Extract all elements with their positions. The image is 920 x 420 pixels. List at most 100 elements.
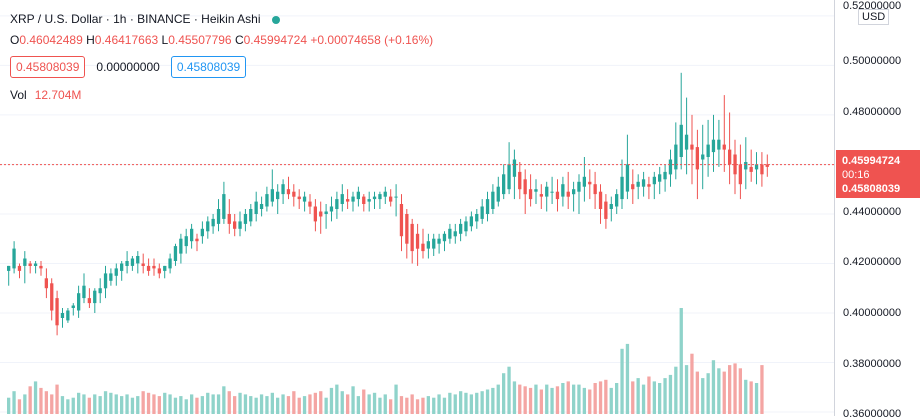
candle <box>190 223 194 249</box>
candle <box>173 243 178 266</box>
candle <box>378 191 382 209</box>
volume-bar <box>749 381 753 414</box>
volume-bar <box>200 396 204 414</box>
volume-bar <box>60 396 65 414</box>
candle <box>200 221 204 244</box>
volume-bar <box>109 392 113 414</box>
price-chart[interactable] <box>0 0 834 416</box>
volume-bar <box>238 392 242 414</box>
candle <box>66 308 70 323</box>
volume-bar <box>114 394 118 414</box>
volume-bar <box>760 365 764 414</box>
candle <box>254 191 258 222</box>
open-label: O <box>10 33 20 47</box>
spread-value: 0.00000000 <box>96 60 160 74</box>
symbol-title[interactable]: XRP / U.S. Dollar · 1h · BINANCE · Heiki… <box>10 12 261 26</box>
volume-bar <box>77 392 81 414</box>
candle <box>647 176 651 200</box>
volume-bar <box>195 397 199 414</box>
candle <box>184 228 188 254</box>
candle <box>690 114 694 185</box>
candle <box>146 258 151 276</box>
volume-bar <box>399 396 404 414</box>
price-tick: 0.48000000 <box>843 106 902 118</box>
volume-bar <box>701 378 705 414</box>
volume-bar <box>480 391 484 414</box>
candle <box>302 191 307 212</box>
volume-bar <box>308 394 312 414</box>
volume-bar <box>528 387 533 414</box>
volume-bar <box>663 378 667 414</box>
price-axis[interactable]: 0.52000000 0.50000000 0.48000000 0.44000… <box>834 0 920 420</box>
volume-bar <box>157 396 161 414</box>
candle <box>593 171 597 209</box>
volume-bar <box>39 387 43 414</box>
open-value: 0.46042489 <box>19 33 83 47</box>
candle <box>652 171 656 200</box>
candle <box>195 233 199 252</box>
volume-bar <box>313 392 317 414</box>
candle <box>534 179 538 204</box>
candle <box>453 223 457 244</box>
volume-bar <box>7 397 11 414</box>
volume-bar <box>281 394 285 414</box>
volume-bar <box>534 384 538 414</box>
candle <box>415 223 420 266</box>
volume-bar <box>550 387 554 414</box>
candle <box>561 176 565 207</box>
sell-button[interactable]: 0.45808039 <box>10 56 86 78</box>
candle <box>308 194 312 214</box>
low-label: L <box>161 33 169 47</box>
candle <box>23 251 27 284</box>
candle <box>394 184 398 217</box>
candle <box>717 119 721 167</box>
volume-bar <box>383 394 387 414</box>
volume-bar <box>641 384 646 414</box>
volume-bar <box>17 399 22 414</box>
volume-bar <box>346 394 350 414</box>
volume-bar <box>233 396 237 414</box>
volume-bar <box>66 399 70 414</box>
volume-bar <box>98 396 102 414</box>
candle <box>684 97 689 175</box>
volume-bar <box>577 384 581 414</box>
price-tick: 0.42000000 <box>843 256 902 268</box>
candle <box>475 209 479 229</box>
current-price-value: 0.45994724 <box>842 155 901 167</box>
candle <box>163 265 167 279</box>
volume-bar <box>276 397 280 414</box>
volume-bar <box>141 391 145 414</box>
volume-bar <box>647 376 651 414</box>
volume-bar <box>507 366 511 414</box>
volume-bar <box>12 391 16 414</box>
candle <box>496 176 500 207</box>
candle <box>238 211 242 237</box>
candle <box>130 256 135 271</box>
candle <box>604 194 608 229</box>
volume-bar <box>44 391 48 414</box>
close-label: C <box>234 33 244 47</box>
volume-bar <box>609 387 613 414</box>
currency-button[interactable]: USD <box>858 9 890 25</box>
price-tick: 0.50000000 <box>843 55 902 67</box>
volume-bar <box>130 397 135 414</box>
volume-bar <box>491 387 495 414</box>
candle <box>249 204 253 227</box>
candle <box>469 211 473 232</box>
volume-bar <box>394 384 398 414</box>
volume-bar <box>502 373 506 414</box>
high-value: 0.46417663 <box>94 33 159 47</box>
volume-bar <box>464 392 468 414</box>
volume-legend: Vol 12.704M <box>10 88 81 102</box>
order-buttons: 0.45808039 0.00000000 0.45808039 <box>10 56 247 78</box>
volume-bar <box>351 386 355 414</box>
volume-bar <box>103 391 108 414</box>
candle <box>555 179 560 212</box>
volume-bar <box>615 383 619 414</box>
volume-bar <box>706 373 710 414</box>
close-value: 0.45994724 <box>243 33 308 47</box>
candle <box>754 152 759 185</box>
candle <box>620 159 624 209</box>
candle <box>265 186 269 212</box>
buy-button[interactable]: 0.45808039 <box>170 56 247 78</box>
